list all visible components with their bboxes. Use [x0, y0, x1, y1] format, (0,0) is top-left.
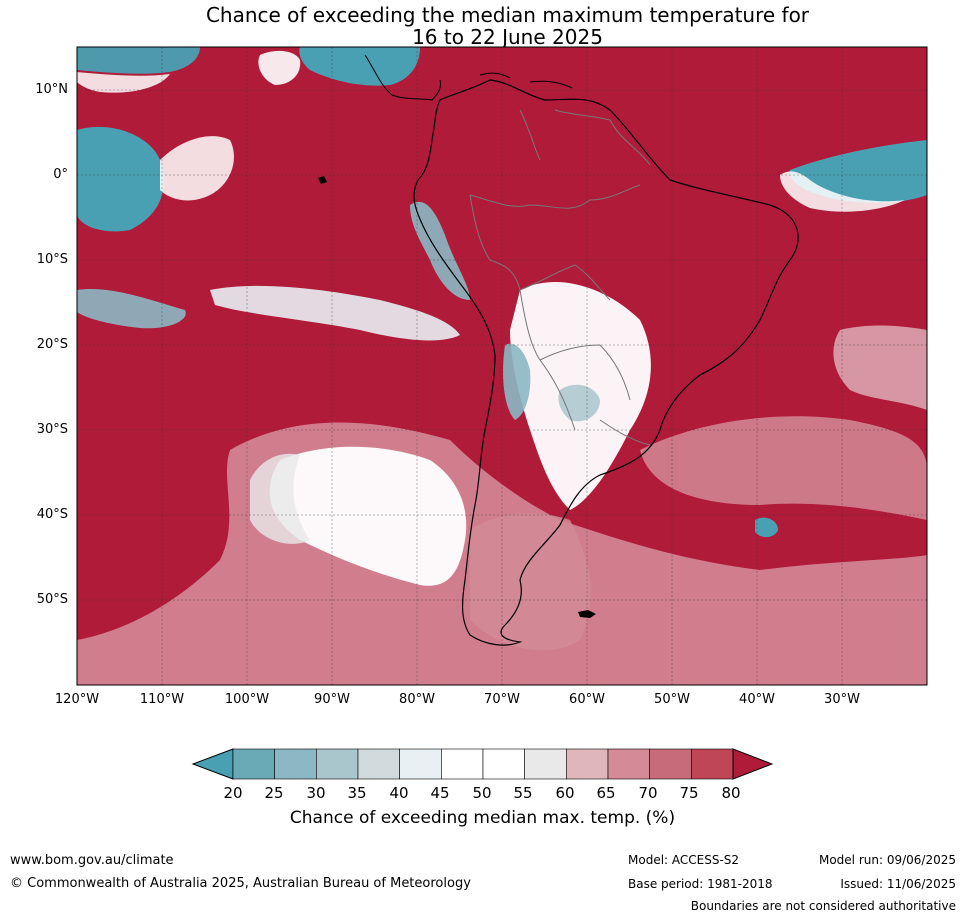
colorbar-tick-70: 70 — [638, 784, 658, 802]
north-pacific-white — [258, 50, 301, 85]
lat-label-0: 0° — [53, 167, 68, 182]
colorbar-segment — [316, 748, 359, 780]
lat-label-50s: 50°S — [36, 592, 68, 607]
lon-label-30w: 30°W — [824, 692, 860, 707]
south-america-coastline — [413, 79, 799, 646]
patagonia-pink — [470, 513, 591, 651]
title-line-2: 16 to 22 June 2025 — [412, 25, 603, 49]
colorbar-tick-50: 50 — [472, 784, 492, 802]
lat-label-10n: 10°N — [35, 82, 68, 97]
model-run-date: Model run: 09/06/2025 — [818, 853, 956, 867]
colorbar-arrow-low — [191, 748, 234, 780]
colorbar — [191, 748, 774, 780]
east-atlantic-white-edge — [780, 171, 905, 212]
colorbar-tick-35: 35 — [347, 784, 367, 802]
colorbar-segment — [482, 748, 525, 780]
colorbar-tick-45: 45 — [430, 784, 450, 802]
atlantic-blue-dot — [755, 517, 778, 538]
colorbar-tick-40: 40 — [389, 784, 409, 802]
colorbar-tick-75: 75 — [679, 784, 699, 802]
lon-label-90w: 90°W — [314, 692, 350, 707]
colorbar-segment — [274, 748, 317, 780]
south-pacific-grey-edge — [250, 453, 310, 544]
colorbar-tick-20: 20 — [223, 784, 243, 802]
lon-label-40w: 40°W — [739, 692, 775, 707]
colorbar-arrow-high — [732, 748, 774, 780]
map-title: Chance of exceeding the median maximum t… — [0, 4, 965, 48]
lon-label-60w: 60°W — [569, 692, 605, 707]
colorbar-segment — [524, 748, 567, 780]
country-borders — [469, 109, 651, 446]
caribbean-blue-patch — [299, 47, 420, 86]
map-graticule — [77, 47, 927, 685]
lon-label-70w: 70°W — [484, 692, 520, 707]
colorbar-segment — [232, 748, 275, 780]
colorbar-segment — [607, 748, 650, 780]
equatorial-pacific-blue-patch — [77, 126, 164, 232]
east-atlantic-blue-patch — [789, 140, 927, 203]
chile-blue-strip — [503, 343, 531, 420]
caribbean-islands-outline — [479, 72, 573, 89]
south-pacific-blue-streak — [77, 289, 186, 329]
lon-label-120w: 120°W — [54, 692, 100, 707]
north-pacific-white-strip — [77, 72, 170, 93]
lat-label-20s: 20°S — [36, 337, 68, 352]
colorbar-segment — [566, 748, 609, 780]
map-frame — [76, 46, 928, 686]
probability-map — [76, 46, 928, 686]
colorbar-tick-55: 55 — [513, 784, 533, 802]
colorbar-segment — [399, 748, 442, 780]
website-link[interactable]: www.bom.gov.au/climate — [10, 853, 174, 868]
south-atlantic-pink-east — [833, 325, 927, 410]
south-pacific-white-streak — [210, 285, 460, 341]
issued-date: Issued: 11/06/2025 — [840, 877, 956, 891]
lat-label-10s: 10°S — [36, 252, 68, 267]
galapagos-islands — [318, 176, 327, 184]
colorbar-tick-65: 65 — [596, 784, 616, 802]
copyright-notice: © Commonwealth of Australia 2025, Austra… — [10, 876, 471, 891]
base-period: Base period: 1981-2018 — [628, 877, 773, 891]
colorbar-segment — [357, 748, 400, 780]
colorbar-segment — [691, 748, 734, 780]
model-name: Model: ACCESS-S2 — [628, 853, 740, 867]
colorbar-tick-60: 60 — [555, 784, 575, 802]
colorbar-segment — [441, 748, 484, 780]
falkland-islands — [578, 610, 596, 618]
central-america-coastline — [364, 54, 441, 101]
colorbar-tick-30: 30 — [306, 784, 326, 802]
colorbar-segment — [649, 748, 692, 780]
north-pacific-blue-edge — [77, 47, 200, 74]
colorbar-label: Chance of exceeding median max. temp. (%… — [289, 808, 676, 828]
equatorial-pacific-white-edge — [160, 136, 234, 201]
colorbar-tick-80: 80 — [721, 784, 741, 802]
lon-label-100w: 100°W — [224, 692, 270, 707]
colorbar-tick-25: 25 — [264, 784, 284, 802]
lat-label-40s: 40°S — [36, 507, 68, 522]
south-atlantic-pink-patches — [640, 416, 927, 520]
lon-label-50w: 50°W — [654, 692, 690, 707]
lon-label-110w: 110°W — [139, 692, 185, 707]
lon-label-80w: 80°W — [399, 692, 435, 707]
lat-label-30s: 30°S — [36, 422, 68, 437]
title-line-1: Chance of exceeding the median maximum t… — [205, 3, 810, 27]
boundaries-disclaimer: Boundaries are not considered authoritat… — [690, 899, 956, 913]
